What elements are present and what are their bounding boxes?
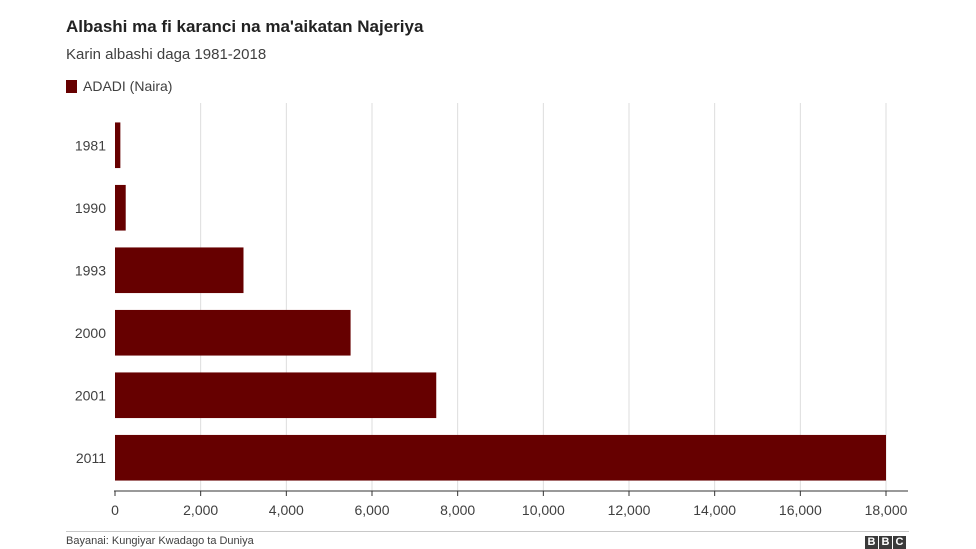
category-label: 2011	[76, 450, 106, 466]
category-label: 1981	[75, 137, 106, 153]
bar	[115, 184, 126, 231]
bar	[115, 372, 437, 419]
x-tick-label: 6,000	[354, 502, 389, 518]
bar	[115, 309, 351, 356]
logo-letter: C	[893, 536, 906, 549]
source-note: Bayanai: Kungiyar Kwadago ta Duniya	[66, 535, 254, 547]
category-label: 1993	[75, 262, 106, 278]
x-tick-label: 14,000	[693, 502, 736, 518]
category-label: 1990	[75, 200, 106, 216]
x-tick-label: 10,000	[522, 502, 565, 518]
bbc-logo: B B C	[865, 536, 906, 549]
logo-letter: B	[879, 536, 892, 549]
x-tick-label: 4,000	[269, 502, 304, 518]
chart-title: Albashi ma fi karanci na ma'aikatan Naje…	[66, 17, 424, 36]
chart-subtitle: Karin albashi daga 1981-2018	[66, 46, 267, 63]
bar-chart: 0 2,000 4,000 6,000 8,000 10,000 12,000 14,000 1…	[75, 103, 908, 518]
bar	[115, 122, 121, 169]
category-label: 2001	[75, 387, 106, 403]
x-tick-label: 8,000	[440, 502, 475, 518]
x-tick-label: 0	[111, 502, 119, 518]
x-tick-label: 18,000	[865, 502, 908, 518]
x-tick-label: 16,000	[779, 502, 822, 518]
legend-swatch	[66, 79, 77, 93]
x-tick-label: 2,000	[183, 502, 218, 518]
legend: ADADI (Naira)	[66, 78, 172, 94]
x-tick-label: 12,000	[608, 502, 651, 518]
legend-label: ADADI (Naira)	[83, 78, 173, 94]
footer-divider	[66, 531, 909, 532]
logo-letter: B	[865, 536, 878, 549]
bar	[115, 247, 244, 294]
bar	[115, 434, 886, 481]
category-label: 2000	[75, 325, 106, 341]
